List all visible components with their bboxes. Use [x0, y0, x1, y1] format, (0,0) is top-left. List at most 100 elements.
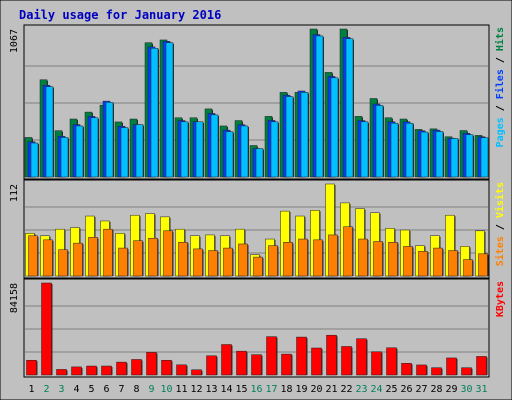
bar-sites-day-25 [388, 242, 398, 277]
bar-pages-day-14 [225, 131, 234, 178]
x-tick-label: 27 [415, 384, 427, 395]
bar-sites-day-26 [403, 246, 413, 277]
bar-sites-day-15 [238, 243, 248, 277]
bar-sites-day-3 [58, 249, 68, 277]
bar-kbytes-day-7 [116, 361, 127, 376]
visits-sites-legend-entry: / [495, 218, 506, 236]
x-tick-label: 11 [175, 384, 187, 395]
bar-sites-day-17 [268, 245, 278, 277]
bar-sites-day-13 [208, 250, 218, 277]
bar-kbytes-day-8 [131, 359, 142, 376]
bar-pages-day-18 [285, 96, 294, 178]
x-tick-label: 23 [355, 384, 367, 395]
x-tick-label: 26 [400, 384, 412, 395]
x-tick-label: 24 [370, 384, 382, 395]
x-tick-label: 17 [265, 384, 277, 395]
bar-sites-day-31 [478, 253, 488, 277]
bar-sites-day-27 [418, 251, 428, 277]
bar-pages-day-31 [480, 137, 489, 178]
bar-sites-day-12 [193, 248, 203, 277]
x-tick-label: 19 [295, 384, 307, 395]
x-tick-label: 3 [58, 384, 64, 395]
bar-pages-day-26 [405, 122, 414, 178]
hits-files-pages-legend-entry: / [495, 99, 506, 117]
x-tick-label: 16 [250, 384, 262, 395]
bar-sites-day-16 [253, 256, 263, 277]
kbytes-legend: KBytes [495, 281, 506, 317]
bar-kbytes-day-17 [266, 336, 277, 376]
bar-pages-day-6 [105, 102, 114, 178]
bar-kbytes-day-18 [281, 353, 292, 376]
bar-kbytes-day-30 [461, 367, 472, 376]
x-tick-label: 4 [73, 384, 79, 395]
chart-title: Daily usage for January 2016 [19, 8, 221, 22]
x-tick-label: 25 [385, 384, 397, 395]
bar-sites-day-23 [358, 238, 368, 277]
x-tick-label: 22 [340, 384, 352, 395]
visits-sites-legend-entry: Sites [494, 236, 506, 266]
bar-pages-day-1 [30, 142, 39, 178]
bar-sites-day-5 [88, 237, 98, 277]
bar-pages-day-8 [135, 124, 144, 178]
bar-kbytes-day-25 [386, 347, 397, 376]
x-tick-label: 14 [220, 384, 232, 395]
x-tick-label: 5 [88, 384, 94, 395]
bar-pages-day-13 [210, 114, 219, 178]
bar-pages-day-9 [150, 48, 159, 178]
x-tick-label: 7 [118, 384, 124, 395]
bar-pages-day-25 [390, 122, 399, 178]
bar-kbytes-day-21 [326, 334, 337, 376]
bar-sites-day-19 [298, 238, 308, 277]
bar-sites-day-1 [28, 235, 38, 277]
bar-sites-day-18 [283, 242, 293, 277]
hits-files-pages-legend: Pages / Files / Hits [494, 27, 506, 147]
bar-kbytes-day-19 [296, 336, 307, 376]
bar-kbytes-day-11 [176, 364, 187, 376]
hits-files-pages-legend-entry: Hits [494, 27, 506, 51]
bar-pages-day-12 [195, 121, 204, 178]
x-tick-label: 18 [280, 384, 292, 395]
bar-kbytes-day-16 [251, 354, 262, 376]
bar-pages-day-17 [270, 121, 279, 178]
bar-sites-day-10 [163, 230, 173, 277]
x-tick-label: 30 [460, 384, 472, 395]
bar-kbytes-day-31 [476, 356, 487, 376]
bar-sites-day-24 [373, 241, 383, 277]
x-tick-label: 6 [103, 384, 109, 395]
bar-pages-day-4 [75, 125, 84, 178]
bar-sites-day-6 [103, 228, 113, 277]
bar-kbytes-day-12 [191, 369, 202, 376]
bar-kbytes-day-14 [221, 344, 232, 376]
bar-kbytes-day-4 [71, 366, 82, 376]
bar-sites-day-4 [73, 242, 83, 277]
x-tick-label: 15 [235, 384, 247, 395]
bar-sites-day-8 [133, 240, 143, 277]
bar-kbytes-day-10 [161, 359, 172, 376]
bar-kbytes-day-28 [431, 367, 442, 376]
bar-kbytes-day-1 [26, 359, 37, 376]
bar-kbytes-day-20 [311, 347, 322, 376]
x-tick-label: 12 [190, 384, 202, 395]
chart-panels: 1067 Pages / Files / Hits 112 Sites / Visit… [9, 24, 506, 378]
bar-pages-day-15 [240, 125, 249, 178]
bar-kbytes-day-15 [236, 350, 247, 376]
kbytes-panel: 84158 KBytes [9, 278, 506, 378]
bar-sites-day-9 [148, 237, 158, 277]
x-tick-label: 21 [325, 384, 337, 395]
visits-sites-panel: 112 Sites / Visits [9, 179, 506, 279]
bar-sites-day-11 [178, 242, 188, 277]
hits-files-pages-max-label: 1067 [9, 29, 20, 53]
bar-sites-day-30 [463, 259, 473, 277]
bar-pages-day-11 [180, 121, 189, 178]
bar-pages-day-20 [315, 35, 324, 178]
bar-pages-day-29 [450, 138, 459, 178]
bar-pages-day-2 [45, 86, 54, 178]
bar-sites-day-2 [43, 239, 53, 277]
bar-sites-day-29 [448, 250, 458, 277]
bar-kbytes-day-9 [146, 352, 157, 376]
bar-pages-day-5 [90, 117, 99, 178]
hits-files-pages-panel: 1067 Pages / Files / Hits [9, 24, 506, 180]
x-tick-label: 13 [205, 384, 217, 395]
bar-pages-day-7 [120, 127, 129, 178]
bar-kbytes-day-5 [86, 365, 97, 376]
